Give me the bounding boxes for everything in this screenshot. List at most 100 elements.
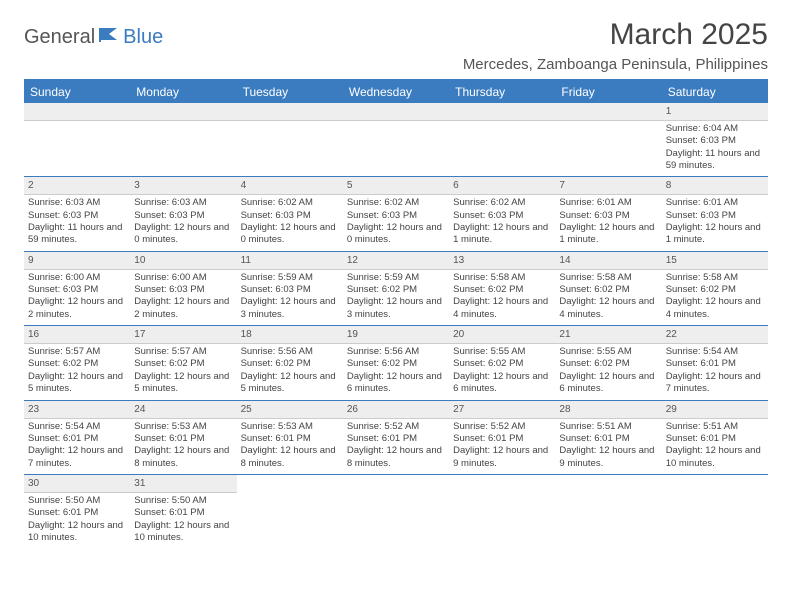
calendar-day-cell [449, 103, 555, 177]
day-content: Sunrise: 5:55 AMSunset: 6:02 PMDaylight:… [555, 344, 661, 399]
day-content: Sunrise: 6:04 AMSunset: 6:03 PMDaylight:… [662, 121, 768, 176]
daylight-label: Daylight: 12 hours and 1 minute. [559, 222, 657, 247]
sunrise-label: Sunrise: 5:53 AM [134, 421, 232, 433]
daylight-label: Daylight: 12 hours and 9 minutes. [559, 445, 657, 470]
daylight-label: Daylight: 11 hours and 59 minutes. [28, 222, 126, 247]
day-number: 31 [130, 475, 236, 493]
sunrise-label: Sunrise: 5:58 AM [559, 272, 657, 284]
sunrise-label: Sunrise: 5:52 AM [347, 421, 445, 433]
sunset-label: Sunset: 6:03 PM [241, 284, 339, 296]
logo-text-blue: Blue [123, 26, 163, 49]
day-content: Sunrise: 6:01 AMSunset: 6:03 PMDaylight:… [555, 195, 661, 250]
calendar-day-cell: 15Sunrise: 5:58 AMSunset: 6:02 PMDayligh… [662, 251, 768, 325]
sunset-label: Sunset: 6:02 PM [453, 284, 551, 296]
sunset-label: Sunset: 6:01 PM [347, 433, 445, 445]
daylight-label: Daylight: 12 hours and 4 minutes. [559, 296, 657, 321]
calendar-day-cell: 5Sunrise: 6:02 AMSunset: 6:03 PMDaylight… [343, 177, 449, 251]
day-content: Sunrise: 5:51 AMSunset: 6:01 PMDaylight:… [555, 419, 661, 474]
day-content-blank [343, 121, 449, 173]
day-content: Sunrise: 6:00 AMSunset: 6:03 PMDaylight:… [130, 270, 236, 325]
daylight-label: Daylight: 12 hours and 8 minutes. [241, 445, 339, 470]
day-number-blank [24, 103, 130, 121]
day-content: Sunrise: 5:50 AMSunset: 6:01 PMDaylight:… [130, 493, 236, 548]
sunrise-label: Sunrise: 6:01 AM [559, 197, 657, 209]
calendar-day-cell [237, 103, 343, 177]
day-content: Sunrise: 5:53 AMSunset: 6:01 PMDaylight:… [237, 419, 343, 474]
calendar-day-cell: 11Sunrise: 5:59 AMSunset: 6:03 PMDayligh… [237, 251, 343, 325]
daylight-label: Daylight: 12 hours and 0 minutes. [134, 222, 232, 247]
calendar-day-cell: 30Sunrise: 5:50 AMSunset: 6:01 PMDayligh… [24, 474, 130, 548]
daylight-label: Daylight: 12 hours and 0 minutes. [347, 222, 445, 247]
sunset-label: Sunset: 6:03 PM [28, 284, 126, 296]
calendar-day-cell: 22Sunrise: 5:54 AMSunset: 6:01 PMDayligh… [662, 326, 768, 400]
sunset-label: Sunset: 6:02 PM [28, 358, 126, 370]
calendar-day-cell: 3Sunrise: 6:03 AMSunset: 6:03 PMDaylight… [130, 177, 236, 251]
day-content: Sunrise: 6:00 AMSunset: 6:03 PMDaylight:… [24, 270, 130, 325]
day-number: 18 [237, 326, 343, 344]
daylight-label: Daylight: 12 hours and 4 minutes. [453, 296, 551, 321]
sunrise-label: Sunrise: 6:03 AM [28, 197, 126, 209]
sunset-label: Sunset: 6:02 PM [559, 284, 657, 296]
calendar-day-cell: 24Sunrise: 5:53 AMSunset: 6:01 PMDayligh… [130, 400, 236, 474]
daylight-label: Daylight: 12 hours and 4 minutes. [666, 296, 764, 321]
sunrise-label: Sunrise: 5:53 AM [241, 421, 339, 433]
day-content: Sunrise: 5:54 AMSunset: 6:01 PMDaylight:… [662, 344, 768, 399]
calendar-day-cell: 26Sunrise: 5:52 AMSunset: 6:01 PMDayligh… [343, 400, 449, 474]
daylight-label: Daylight: 12 hours and 1 minute. [666, 222, 764, 247]
day-content: Sunrise: 5:59 AMSunset: 6:03 PMDaylight:… [237, 270, 343, 325]
calendar-day-cell: 18Sunrise: 5:56 AMSunset: 6:02 PMDayligh… [237, 326, 343, 400]
calendar-day-cell: 27Sunrise: 5:52 AMSunset: 6:01 PMDayligh… [449, 400, 555, 474]
daylight-label: Daylight: 12 hours and 3 minutes. [347, 296, 445, 321]
daylight-label: Daylight: 12 hours and 9 minutes. [453, 445, 551, 470]
day-number: 15 [662, 252, 768, 270]
day-number: 7 [555, 177, 661, 195]
sunrise-label: Sunrise: 6:04 AM [666, 123, 764, 135]
weekday-header: Monday [130, 81, 236, 103]
sunrise-label: Sunrise: 6:00 AM [134, 272, 232, 284]
calendar-day-cell: 16Sunrise: 5:57 AMSunset: 6:02 PMDayligh… [24, 326, 130, 400]
day-number: 29 [662, 401, 768, 419]
calendar-day-cell [24, 103, 130, 177]
day-content: Sunrise: 5:56 AMSunset: 6:02 PMDaylight:… [343, 344, 449, 399]
calendar-week-row: 23Sunrise: 5:54 AMSunset: 6:01 PMDayligh… [24, 400, 768, 474]
sunrise-label: Sunrise: 5:59 AM [241, 272, 339, 284]
sunrise-label: Sunrise: 6:02 AM [347, 197, 445, 209]
sunrise-label: Sunrise: 5:56 AM [241, 346, 339, 358]
calendar-day-cell: 2Sunrise: 6:03 AMSunset: 6:03 PMDaylight… [24, 177, 130, 251]
day-number: 30 [24, 475, 130, 493]
sunset-label: Sunset: 6:03 PM [134, 210, 232, 222]
weekday-header: Friday [555, 81, 661, 103]
day-number: 2 [24, 177, 130, 195]
daylight-label: Daylight: 12 hours and 8 minutes. [134, 445, 232, 470]
sunrise-label: Sunrise: 6:03 AM [134, 197, 232, 209]
calendar-day-cell: 13Sunrise: 5:58 AMSunset: 6:02 PMDayligh… [449, 251, 555, 325]
daylight-label: Daylight: 12 hours and 5 minutes. [28, 371, 126, 396]
calendar-day-cell: 21Sunrise: 5:55 AMSunset: 6:02 PMDayligh… [555, 326, 661, 400]
sunset-label: Sunset: 6:01 PM [241, 433, 339, 445]
calendar-day-cell [237, 474, 343, 548]
weekday-header: Saturday [662, 81, 768, 103]
sunset-label: Sunset: 6:01 PM [666, 433, 764, 445]
day-content: Sunrise: 6:02 AMSunset: 6:03 PMDaylight:… [343, 195, 449, 250]
sunrise-label: Sunrise: 5:54 AM [28, 421, 126, 433]
day-number: 8 [662, 177, 768, 195]
day-content: Sunrise: 6:03 AMSunset: 6:03 PMDaylight:… [130, 195, 236, 250]
calendar-day-cell: 19Sunrise: 5:56 AMSunset: 6:02 PMDayligh… [343, 326, 449, 400]
calendar-day-cell: 20Sunrise: 5:55 AMSunset: 6:02 PMDayligh… [449, 326, 555, 400]
sunrise-label: Sunrise: 5:54 AM [666, 346, 764, 358]
sunset-label: Sunset: 6:02 PM [666, 284, 764, 296]
calendar-body: 1Sunrise: 6:04 AMSunset: 6:03 PMDaylight… [24, 103, 768, 548]
day-number: 3 [130, 177, 236, 195]
sunrise-label: Sunrise: 5:55 AM [453, 346, 551, 358]
calendar-day-cell: 8Sunrise: 6:01 AMSunset: 6:03 PMDaylight… [662, 177, 768, 251]
calendar-day-cell [555, 103, 661, 177]
sunrise-label: Sunrise: 5:50 AM [28, 495, 126, 507]
day-content: Sunrise: 5:58 AMSunset: 6:02 PMDaylight:… [449, 270, 555, 325]
day-number: 27 [449, 401, 555, 419]
sunrise-label: Sunrise: 6:00 AM [28, 272, 126, 284]
day-content: Sunrise: 6:02 AMSunset: 6:03 PMDaylight:… [449, 195, 555, 250]
sunset-label: Sunset: 6:02 PM [241, 358, 339, 370]
day-content: Sunrise: 5:52 AMSunset: 6:01 PMDaylight:… [343, 419, 449, 474]
sunrise-label: Sunrise: 6:02 AM [453, 197, 551, 209]
calendar-day-cell: 9Sunrise: 6:00 AMSunset: 6:03 PMDaylight… [24, 251, 130, 325]
